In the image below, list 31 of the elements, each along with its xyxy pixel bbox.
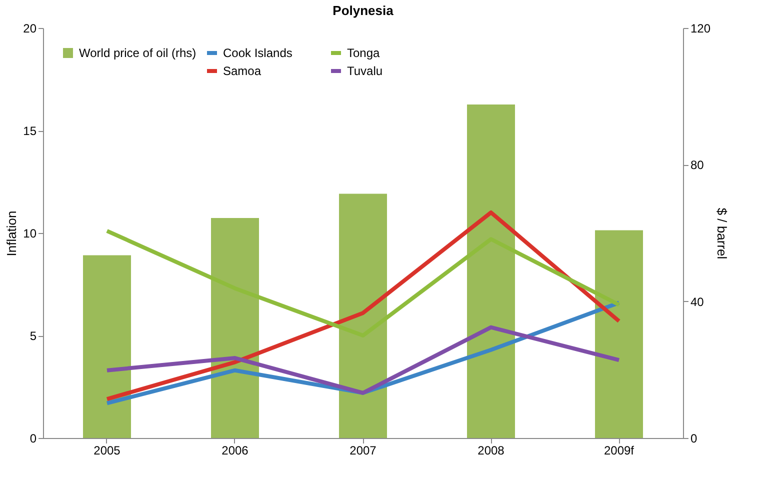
- y-tick-label: 20: [23, 22, 37, 36]
- legend-label: Tuvalu: [347, 64, 383, 78]
- legend-label: Tonga: [347, 46, 380, 60]
- y2-tick-label: 0: [690, 432, 698, 446]
- x-tick-label: 2009f: [604, 444, 635, 458]
- line-series: [105, 325, 621, 395]
- legend-label: Cook Islands: [223, 46, 292, 60]
- y2-tick-label: 80: [690, 158, 704, 172]
- legend-label: World price of oil (rhs): [79, 46, 196, 60]
- y2-tick-label: 40: [690, 294, 704, 309]
- legend-label: Samoa: [223, 64, 262, 78]
- x-tick-label: 2006: [222, 444, 249, 458]
- chart-title: Polynesia: [332, 3, 394, 18]
- bar: [339, 194, 387, 438]
- bar: [211, 218, 259, 438]
- line-series: [105, 300, 621, 406]
- y-tick-label: 5: [30, 329, 37, 343]
- y2-axis-title: $ / barrel: [714, 208, 730, 260]
- y-tick-label: 15: [23, 124, 37, 138]
- bar: [83, 255, 131, 438]
- bar: [595, 230, 643, 438]
- x-tick-label: 2005: [94, 444, 121, 458]
- y2-tick-label: 120: [690, 22, 711, 36]
- line-series: [105, 210, 621, 402]
- x-tick-label: 2008: [478, 444, 505, 458]
- y-tick-label: 10: [23, 226, 37, 240]
- line-series: [105, 228, 621, 338]
- y-tick-label: 0: [30, 432, 37, 446]
- bar: [467, 104, 515, 438]
- x-tick-label: 2007: [350, 444, 377, 458]
- y-axis-title: Inflation: [4, 210, 20, 256]
